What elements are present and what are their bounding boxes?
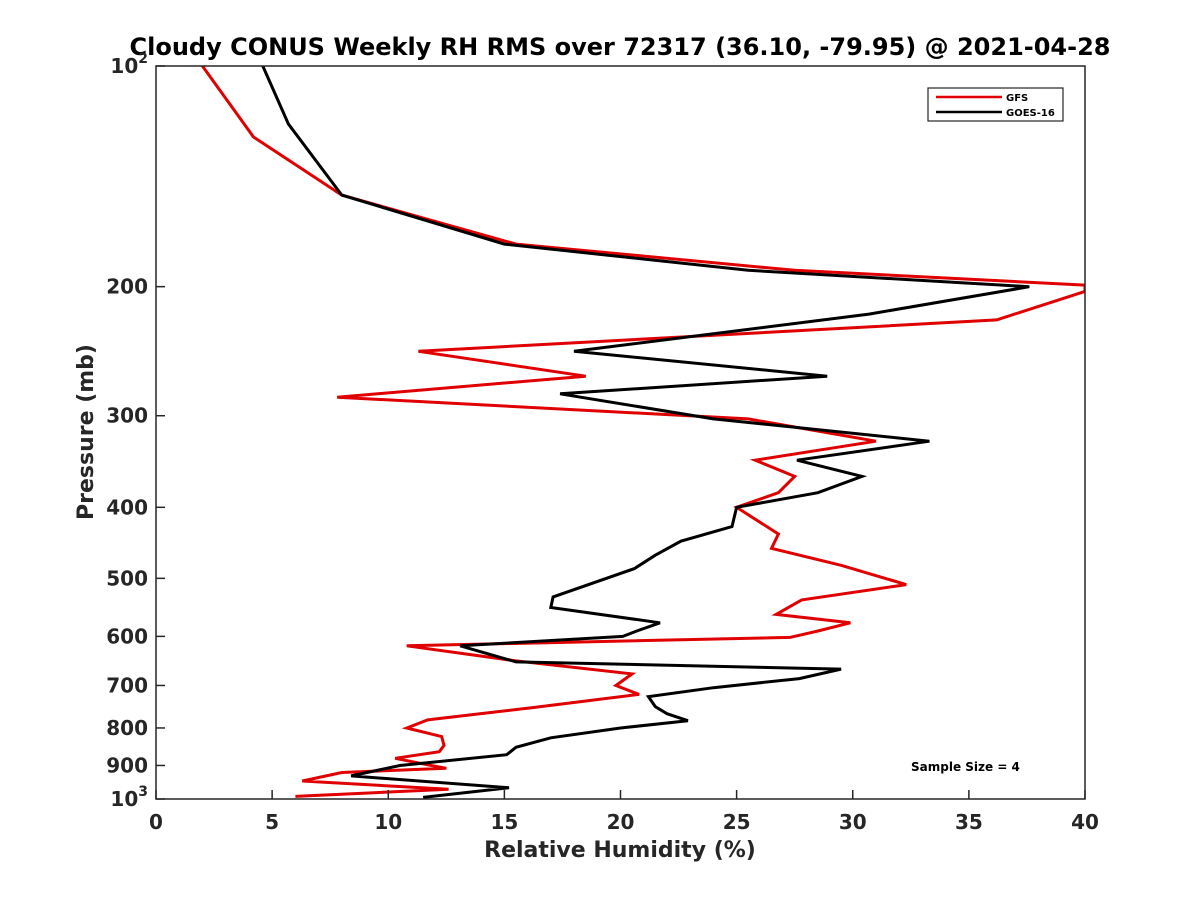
series-line-gfs [201, 66, 1085, 798]
x-axis-label: Relative Humidity (%) [484, 838, 756, 863]
x-tick-label: 10 [374, 810, 402, 834]
x-tick-label: 40 [1071, 810, 1099, 834]
y-tick-label: 102 [110, 51, 148, 78]
chart-title: Cloudy CONUS Weekly RH RMS over 72317 (3… [130, 33, 1111, 61]
y-axis-label: Pressure (mb) [74, 344, 99, 520]
y-tick-label: 400 [106, 495, 148, 519]
y-tick-label: 500 [106, 566, 148, 590]
legend-label-goes16: GOES-16 [1006, 108, 1055, 119]
y-axis: 102 200 300 400 500 600 700 800 900 103 [106, 51, 165, 811]
x-axis: 0 5 10 15 20 25 30 35 40 [149, 790, 1099, 834]
x-tick-label: 0 [149, 810, 163, 834]
y-tick-label: 103 [110, 784, 148, 811]
y-tick-label: 800 [106, 716, 148, 740]
series-layer [201, 66, 1085, 799]
y-tick-label: 700 [106, 673, 148, 697]
legend-box [927, 87, 1064, 122]
x-tick-label: 5 [265, 810, 279, 834]
x-tick-label: 30 [839, 810, 867, 834]
sample-size-annotation: Sample Size = 4 [911, 760, 1020, 774]
x-tick-label: 25 [723, 810, 751, 834]
x-tick-label: 35 [955, 810, 983, 834]
y-tick-label: 300 [106, 404, 148, 428]
x-tick-label: 20 [607, 810, 635, 834]
legend-label-gfs: GFS [1006, 93, 1028, 104]
series-line-goes16 [261, 66, 1030, 799]
legend: GFS GOES-16 [927, 87, 1064, 122]
y-tick-label: 900 [106, 753, 148, 777]
x-tick-label: 15 [490, 810, 518, 834]
y-tick-label: 200 [106, 275, 148, 299]
y-tick-label: 600 [106, 624, 148, 648]
